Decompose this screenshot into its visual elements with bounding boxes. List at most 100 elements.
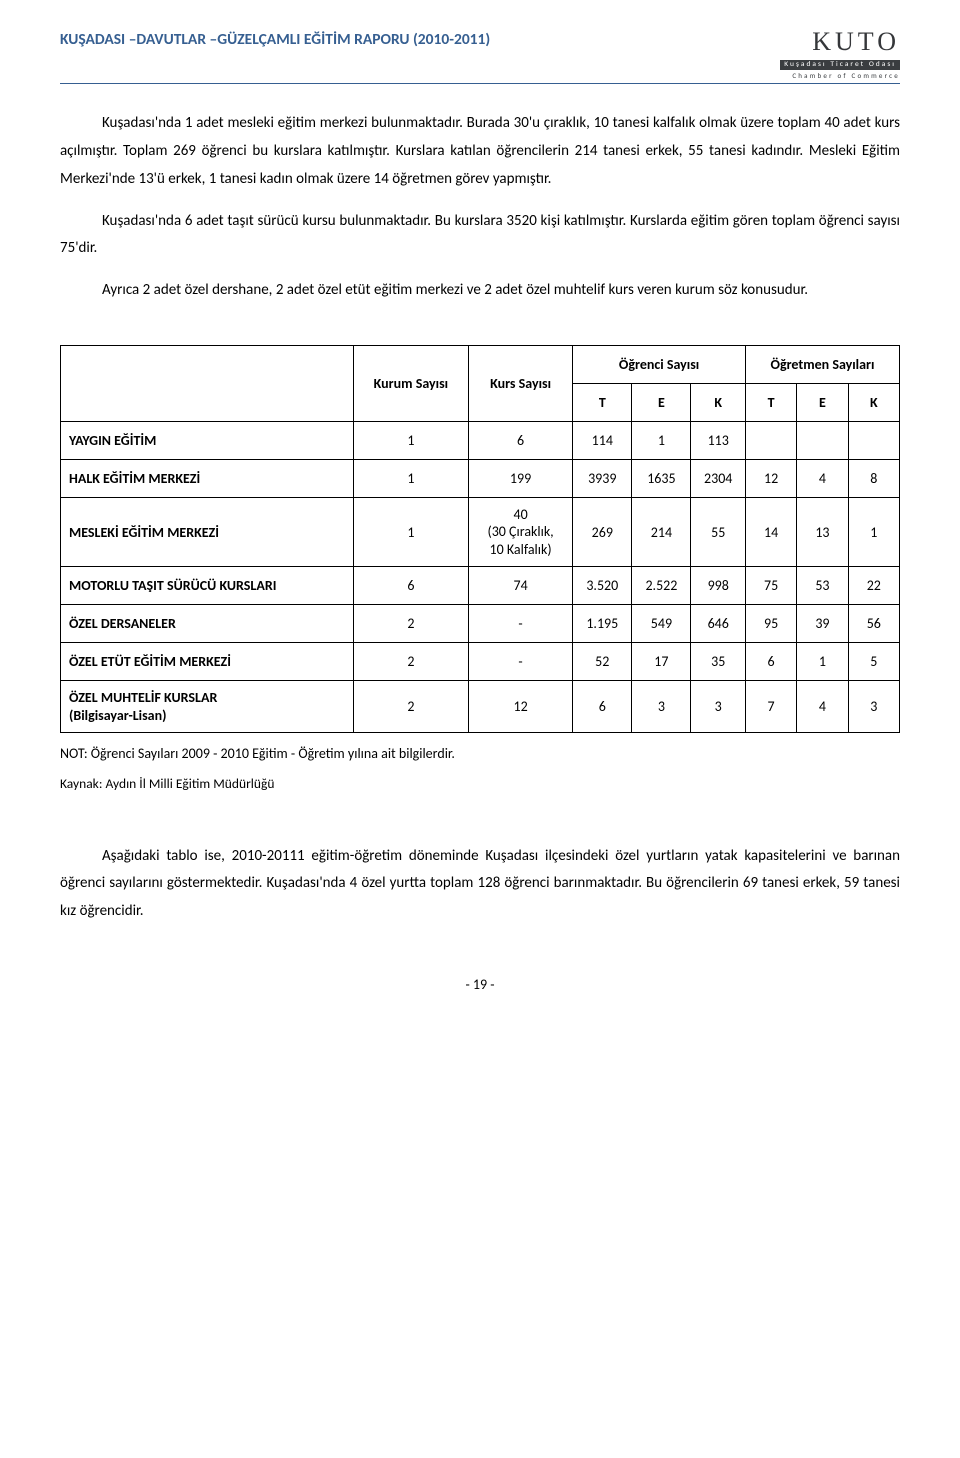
data-cell: 2 [353,681,468,733]
data-cell: - [468,605,572,643]
data-cell: 1 [353,497,468,567]
data-cell [745,421,796,459]
data-cell: 2.522 [632,567,691,605]
data-cell: 549 [632,605,691,643]
th-ogretmen-t: T [745,383,796,421]
data-cell: 1 [632,421,691,459]
data-cell: 1.195 [573,605,632,643]
data-cell: 6 [353,567,468,605]
data-cell: 14 [745,497,796,567]
table-header-row-1: Kurum Sayısı Kurs Sayısı Öğrenci Sayısı … [61,345,900,383]
paragraph-2: Kuşadası'nda 6 adet taşıt sürücü kursu b… [60,208,900,264]
data-cell: 12 [468,681,572,733]
table-row: MOTORLU TAŞIT SÜRÜCÜ KURSLARI6743.5202.5… [61,567,900,605]
data-cell: 75 [745,567,796,605]
data-cell: 7 [745,681,796,733]
data-cell: 998 [691,567,745,605]
data-cell: 1635 [632,459,691,497]
data-cell: 6 [745,643,796,681]
data-cell: 113 [691,421,745,459]
th-ogrenci-e: E [632,383,691,421]
page-number: - 19 - [60,974,900,995]
table-source: Kaynak: Aydın İl Milli Eğitim Müdürlüğü [60,774,900,794]
th-kurs: Kurs Sayısı [468,345,572,421]
data-cell: 3.520 [573,567,632,605]
data-cell: 8 [848,459,899,497]
paragraph-4: Aşağıdaki tablo ise, 2010-20111 eğitim-ö… [60,843,900,926]
data-cell: 6 [573,681,632,733]
report-title: KUŞADASI –DAVUTLAR –GÜZELÇAMLI EĞİTİM RA… [60,28,490,51]
th-kurum: Kurum Sayısı [353,345,468,421]
data-cell: 2 [353,643,468,681]
data-cell: 2 [353,605,468,643]
data-cell: 199 [468,459,572,497]
data-cell: 646 [691,605,745,643]
page-header: KUŞADASI –DAVUTLAR –GÜZELÇAMLI EĞİTİM RA… [60,28,900,79]
row-label-cell: YAYGIN EĞİTİM [61,421,354,459]
data-cell: 55 [691,497,745,567]
row-label-cell: MESLEKİ EĞİTİM MERKEZİ [61,497,354,567]
data-cell: 13 [797,497,848,567]
header-divider [60,83,900,84]
data-cell: 74 [468,567,572,605]
data-cell: - [468,643,572,681]
data-cell [797,421,848,459]
data-cell: 3 [632,681,691,733]
data-cell: 214 [632,497,691,567]
th-ogretmen-k: K [848,383,899,421]
th-ogretmen-e: E [797,383,848,421]
data-cell: 52 [573,643,632,681]
data-cell: 4 [797,681,848,733]
data-cell: 1 [353,459,468,497]
data-cell: 17 [632,643,691,681]
row-label-cell: ÖZEL MUHTELİF KURSLAR(Bilgisayar-Lisan) [61,681,354,733]
data-cell: 35 [691,643,745,681]
data-cell: 6 [468,421,572,459]
logo-subtitle-en: Chamber of Commerce [780,72,900,79]
table-note: NOT: Öğrenci Sayıları 2009 - 2010 Eğitim… [60,743,900,764]
data-cell: 3 [691,681,745,733]
data-cell: 22 [848,567,899,605]
row-label-cell: ÖZEL DERSANELER [61,605,354,643]
body-paragraphs: Kuşadası'nda 1 adet mesleki eğitim merke… [60,110,900,305]
table-row: ÖZEL ETÜT EĞİTİM MERKEZİ2-521735615 [61,643,900,681]
table-body: YAYGIN EĞİTİM161141113HALK EĞİTİM MERKEZ… [61,421,900,733]
data-cell: 1 [797,643,848,681]
data-cell: 40(30 Çıraklık,10 Kalfalık) [468,497,572,567]
paragraph-3: Ayrıca 2 adet özel dershane, 2 adet özel… [60,277,900,305]
data-cell: 95 [745,605,796,643]
table-row: HALK EĞİTİM MERKEZİ11993939163523041248 [61,459,900,497]
data-cell: 2304 [691,459,745,497]
data-cell: 4 [797,459,848,497]
data-cell: 1 [848,497,899,567]
data-cell: 5 [848,643,899,681]
education-stats-table: Kurum Sayısı Kurs Sayısı Öğrenci Sayısı … [60,345,900,734]
data-cell: 114 [573,421,632,459]
data-cell: 269 [573,497,632,567]
th-ogretmen: Öğretmen Sayıları [745,345,899,383]
row-label-cell: HALK EĞİTİM MERKEZİ [61,459,354,497]
data-cell: 3939 [573,459,632,497]
logo-main-text: KUTO [780,28,900,55]
data-cell [848,421,899,459]
data-cell: 56 [848,605,899,643]
th-blank [61,345,354,421]
logo-subtitle-tr: Kuşadası Ticaret Odası [780,60,900,70]
data-cell: 39 [797,605,848,643]
th-ogrenci: Öğrenci Sayısı [573,345,746,383]
data-cell: 3 [848,681,899,733]
table-row: ÖZEL MUHTELİF KURSLAR(Bilgisayar-Lisan)2… [61,681,900,733]
table-row: YAYGIN EĞİTİM161141113 [61,421,900,459]
logo-block: KUTO Kuşadası Ticaret Odası Chamber of C… [780,28,900,79]
below-table-paragraphs: Aşağıdaki tablo ise, 2010-20111 eğitim-ö… [60,843,900,926]
row-label-cell: ÖZEL ETÜT EĞİTİM MERKEZİ [61,643,354,681]
data-cell: 12 [745,459,796,497]
table-row: ÖZEL DERSANELER2-1.195549646953956 [61,605,900,643]
th-ogrenci-t: T [573,383,632,421]
row-label-cell: MOTORLU TAŞIT SÜRÜCÜ KURSLARI [61,567,354,605]
table-row: MESLEKİ EĞİTİM MERKEZİ140(30 Çıraklık,10… [61,497,900,567]
paragraph-1: Kuşadası'nda 1 adet mesleki eğitim merke… [60,110,900,193]
th-ogrenci-k: K [691,383,745,421]
data-cell: 1 [353,421,468,459]
data-cell: 53 [797,567,848,605]
